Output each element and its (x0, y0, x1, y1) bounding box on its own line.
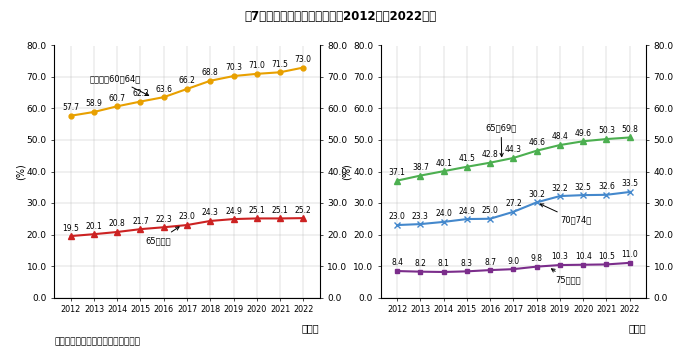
Text: 8.1: 8.1 (438, 259, 449, 268)
Text: 33.5: 33.5 (622, 180, 639, 188)
Text: （年）: （年） (628, 323, 646, 333)
Text: 10.5: 10.5 (598, 252, 615, 261)
Text: 44.3: 44.3 (505, 145, 522, 154)
Text: 9.0: 9.0 (507, 257, 520, 266)
Y-axis label: (%): (%) (15, 163, 25, 180)
Y-axis label: (%): (%) (341, 163, 352, 180)
Text: 68.8: 68.8 (202, 68, 219, 77)
Text: 66.2: 66.2 (179, 76, 195, 85)
Text: 30.2: 30.2 (528, 190, 545, 199)
Text: 8.3: 8.3 (461, 259, 473, 268)
Text: 32.2: 32.2 (551, 183, 568, 192)
Text: 70.3: 70.3 (225, 63, 242, 72)
Text: 24.0: 24.0 (435, 209, 452, 218)
Text: 23.3: 23.3 (412, 211, 429, 220)
Text: 48.4: 48.4 (551, 133, 568, 141)
Text: 10.3: 10.3 (551, 252, 568, 261)
Text: 22.3: 22.3 (155, 215, 172, 224)
Text: 62.2: 62.2 (132, 89, 149, 98)
Text: 23.0: 23.0 (179, 212, 195, 222)
Text: 73.0: 73.0 (295, 55, 312, 64)
Text: 20.1: 20.1 (86, 222, 102, 231)
Text: 20.8: 20.8 (109, 219, 126, 229)
Text: 11.0: 11.0 (622, 250, 638, 259)
Text: 19.5: 19.5 (63, 224, 79, 232)
Text: 60.7: 60.7 (109, 94, 126, 103)
Text: 23.0: 23.0 (389, 212, 405, 222)
Text: 8.7: 8.7 (484, 258, 496, 267)
Text: 図7　高齢者の就業率の推移（2012年～2022年）: 図7 高齢者の就業率の推移（2012年～2022年） (244, 10, 436, 23)
Text: 9.8: 9.8 (530, 254, 543, 263)
Text: （年）: （年） (302, 323, 320, 333)
Text: 24.9: 24.9 (458, 206, 475, 216)
Text: 75歳以上: 75歳以上 (551, 269, 581, 285)
Text: 50.8: 50.8 (622, 125, 638, 134)
Text: 8.4: 8.4 (391, 259, 403, 267)
Text: 58.9: 58.9 (86, 99, 103, 108)
Text: 8.2: 8.2 (414, 259, 426, 268)
Text: 65～69歳: 65～69歳 (486, 123, 517, 156)
Text: 57.7: 57.7 (62, 103, 79, 112)
Text: 21.7: 21.7 (132, 217, 149, 226)
Text: 24.9: 24.9 (225, 206, 242, 216)
Text: 資料：「労働力調査」（基本集計）: 資料：「労働力調査」（基本集計） (54, 337, 140, 346)
Text: 10.4: 10.4 (575, 252, 592, 261)
Text: 46.6: 46.6 (528, 138, 545, 147)
Text: 49.6: 49.6 (575, 129, 592, 138)
Text: 65歳以上: 65歳以上 (145, 227, 179, 245)
Text: 70～74歳: 70～74歳 (540, 204, 591, 225)
Text: 38.7: 38.7 (412, 163, 429, 172)
Text: 63.6: 63.6 (155, 85, 172, 93)
Text: 24.3: 24.3 (202, 208, 219, 217)
Text: 50.3: 50.3 (598, 126, 615, 135)
Text: 42.8: 42.8 (481, 150, 498, 159)
Text: 71.5: 71.5 (271, 60, 288, 69)
Text: 71.0: 71.0 (248, 61, 265, 70)
Text: 32.6: 32.6 (598, 182, 615, 191)
Text: 32.5: 32.5 (575, 183, 592, 191)
Text: 25.1: 25.1 (272, 206, 288, 215)
Text: 25.2: 25.2 (295, 205, 311, 215)
Text: 37.1: 37.1 (389, 168, 405, 177)
Text: 41.5: 41.5 (458, 154, 475, 163)
Text: 27.2: 27.2 (505, 199, 522, 208)
Text: 40.1: 40.1 (435, 159, 452, 168)
Text: 25.0: 25.0 (481, 206, 498, 215)
Text: （参考）60～64歳: （参考）60～64歳 (89, 74, 149, 96)
Text: 25.1: 25.1 (248, 206, 265, 215)
